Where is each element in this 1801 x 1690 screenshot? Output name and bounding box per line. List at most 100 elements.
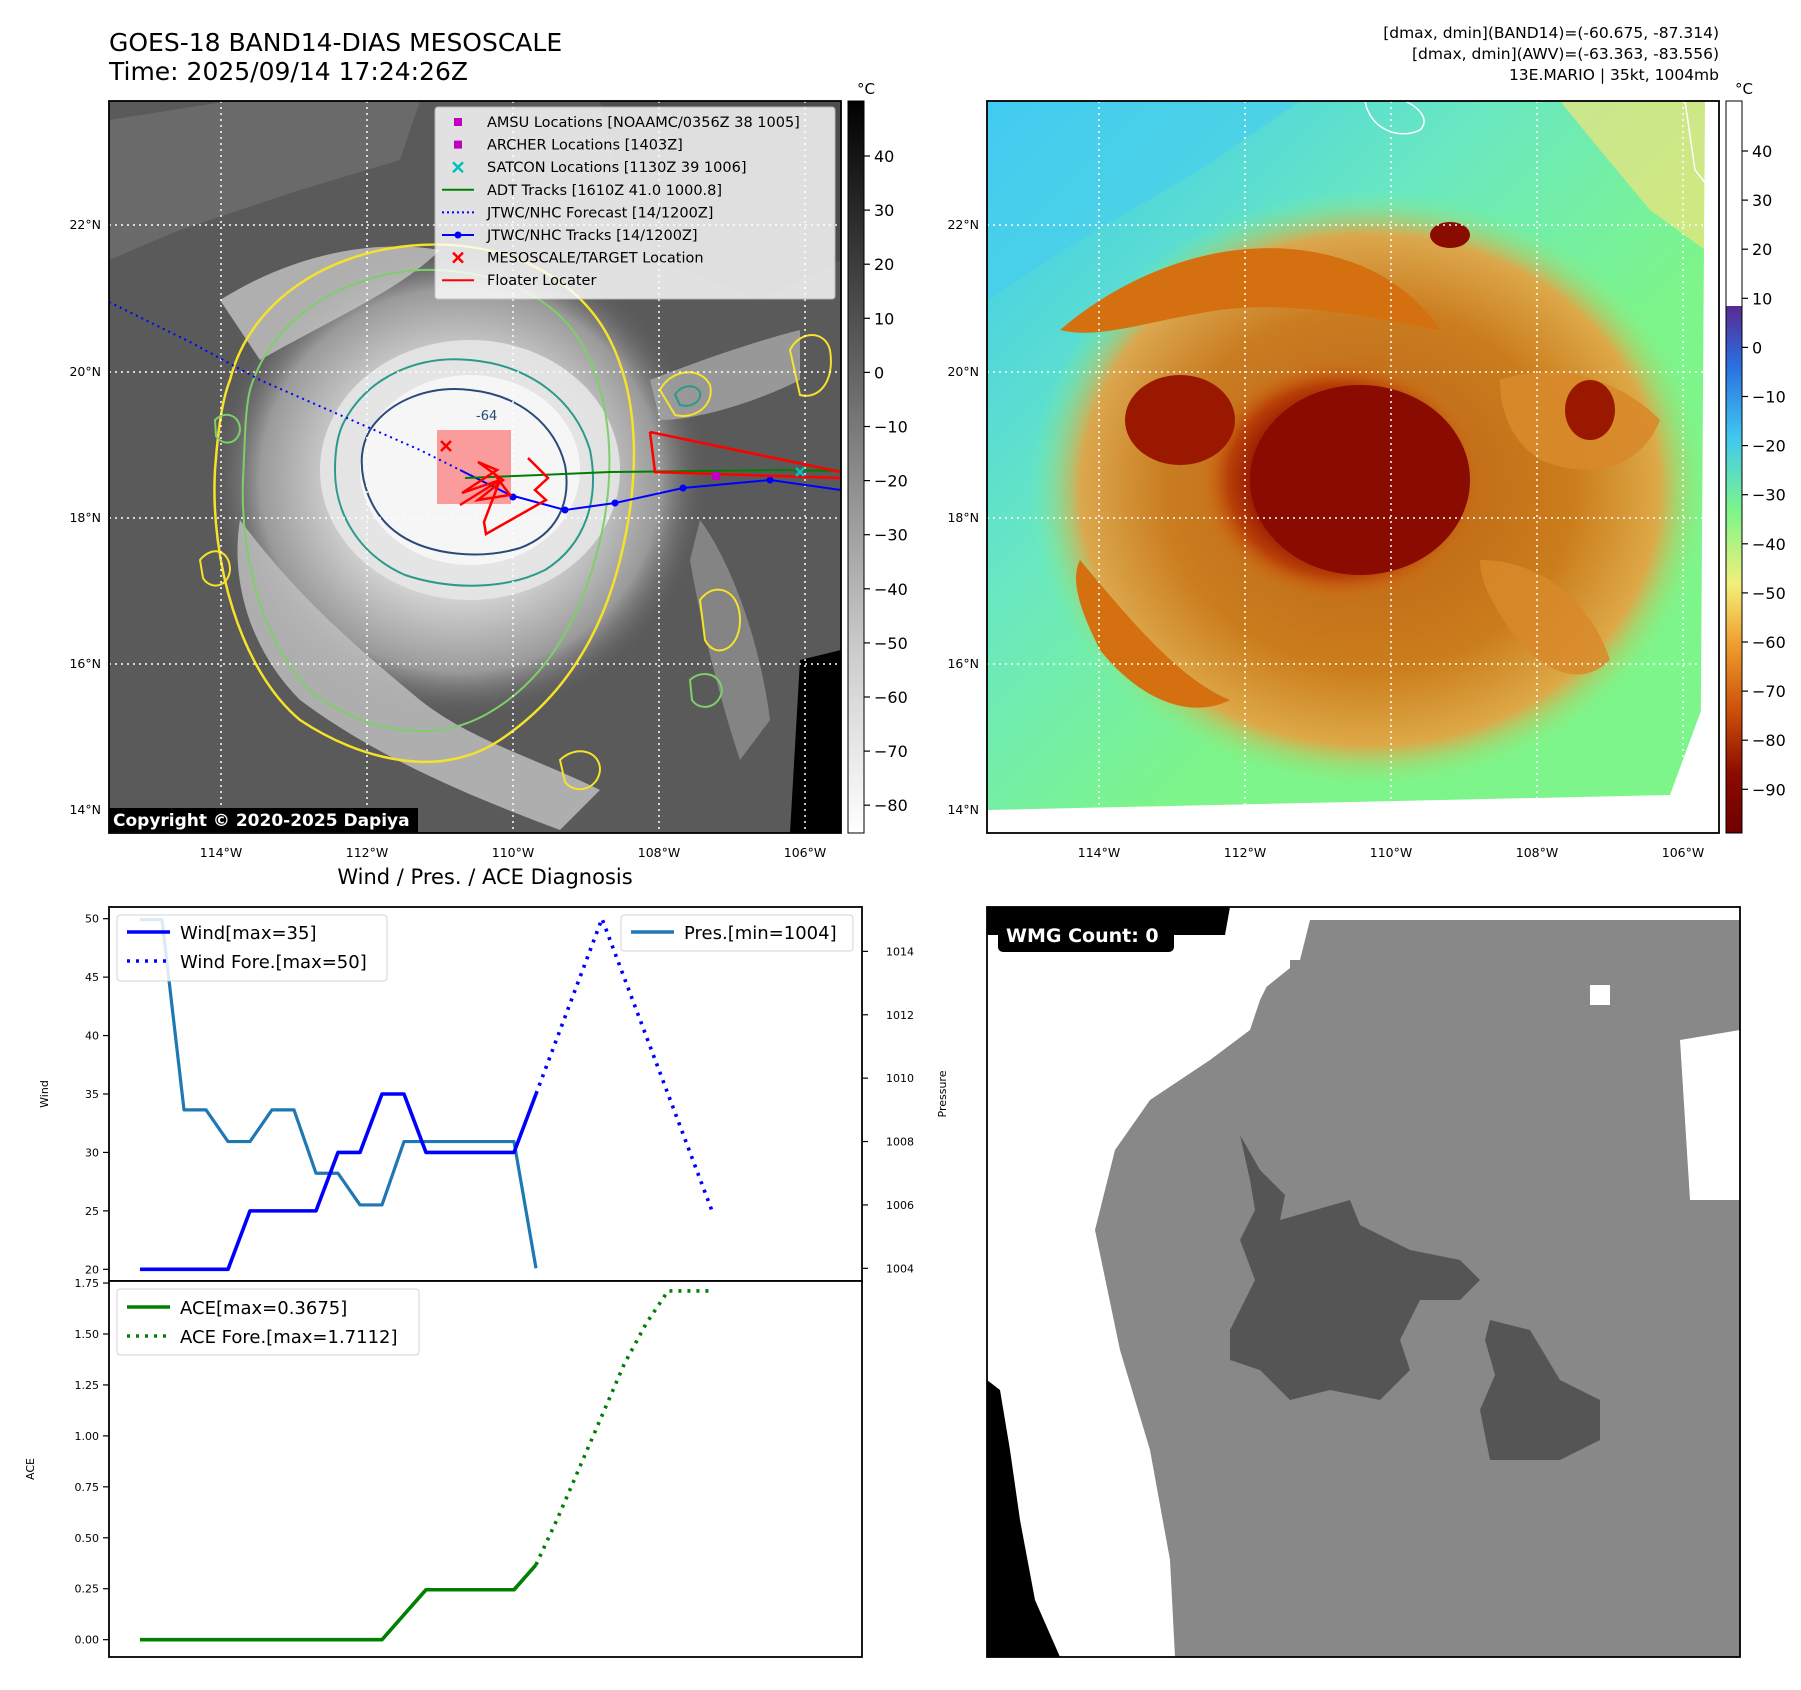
map-legend-item: ADT Tracks [1610Z 41.0 1000.8] [442,183,722,199]
ir-lon-labels: 114°W 112°W 110°W 108°W 106°W [200,845,826,860]
ace-legend: ACE[max=0.3675] ACE Fore.[max=1.7112] [116,1288,420,1356]
series-line [534,1289,712,1566]
map-legend-label: JTWC/NHC Tracks [14/1200Z] [486,228,698,244]
map-legend-label: AMSU Locations [NOAAMC/0356Z 38 1005] [487,115,800,131]
series-line [140,1092,538,1272]
colorbar-tick-label: 30 [874,201,894,220]
series-line [534,916,714,1212]
map-legend-label: MESOSCALE/TARGET Location [487,251,704,267]
ir-lon-110: 110°W [492,845,534,860]
y-tick-label: 0.00 [75,1634,100,1647]
map-legend-item: JTWC/NHC Forecast [14/1200Z] [442,205,713,221]
legend-marker-x [452,251,464,264]
y-tick-label: 1008 [886,1136,914,1149]
map-legend-item: MESOSCALE/TARGET Location [452,251,704,267]
wv-lat-20: 20°N [947,364,979,379]
map-legend-label: ADT Tracks [1610Z 41.0 1000.8] [487,183,722,199]
map-legend-label: SATCON Locations [1130Z 39 1006] [487,160,746,176]
colorbar-tick-label: 0 [1752,338,1762,357]
info-storm: 13E.MARIO | 35kt, 1004mb [1509,66,1719,84]
y-tick-label: 1014 [886,945,914,958]
ir-lat-16: 16°N [69,656,101,671]
ir-lon-112: 112°W [346,845,388,860]
y-tick-label: 1010 [886,1072,914,1085]
legend-wind-fore: Wind Fore.[max=50] [180,952,367,973]
colorbar-tick-label: −40 [874,580,908,599]
map-legend-item: JTWC/NHC Tracks [14/1200Z] [442,228,698,244]
colorbar-tick-label: 10 [1752,289,1772,308]
ir-lon-114: 114°W [200,845,242,860]
colorbar-tick-label: −20 [1752,437,1786,456]
y-tick-label: 40 [85,1030,99,1043]
colorbar-tick-label: 20 [874,255,894,274]
colorbar-tick-label: −90 [1752,780,1786,799]
pressure-legend: Pres.[min=1004] [620,914,854,952]
wv-lat-labels: 22°N 20°N 18°N 16°N 14°N [947,217,979,817]
wv-lat-14: 14°N [947,802,979,817]
colorbar-tick-label: −30 [1752,486,1786,505]
wv-lat-18: 18°N [947,510,979,525]
y-tick-label: 0.25 [75,1583,100,1596]
wmg-panel: WMG Count: 0 [986,906,1741,1658]
ir-colorbar: °C 40 30 20 10 0 −10 −20 −30 −40 −50 −60 −70 −80 [847,80,908,834]
wind-legend: Wind[max=35] Wind Fore.[max=50] [116,914,388,982]
y-tick-label: 20 [85,1263,99,1276]
y-tick-label: 35 [85,1088,99,1101]
wv-frame [986,100,1720,834]
wmg-count-label: WMG Count: 0 [1006,925,1159,947]
map-legend-item: SATCON Locations [1130Z 39 1006] [452,160,746,176]
copyright-text: Copyright © 2020-2025 Dapiya [113,811,410,831]
wv-lon-112: 112°W [1224,845,1266,860]
legend-marker-square [454,140,462,149]
figure-title: GOES-18 BAND14-DIAS MESOSCALE [109,28,562,57]
wv-lon-114: 114°W [1078,845,1120,860]
legend-marker-dot [454,231,462,239]
figure-time: Time: 2025/09/14 17:24:26Z [108,57,468,86]
y-tick-label: 1006 [886,1199,914,1212]
ace-chart: 0.00 0.25 0.50 0.75 1.00 1.25 1.50 1.75 ACE ACE… [24,1277,863,1658]
ir-lat-18: 18°N [69,510,101,525]
wv-map-panel [986,100,1720,834]
colorbar-tick-label: −40 [1752,535,1786,554]
colorbar-tick-label: −30 [874,526,908,545]
ir-colorbar-unit: °C [857,80,875,98]
wv-colorbar: °C 40 30 20 10 0 −10 −20 −30 −40 −50 −60 −70 −80 −90 [1725,80,1786,834]
colorbar-tick-label: −80 [874,796,908,815]
map-legend-item: ARCHER Locations [1403Z] [454,138,683,154]
map-legend-label: JTWC/NHC Forecast [14/1200Z] [486,205,713,221]
colorbar-tick-label: −50 [1752,584,1786,603]
info-band14: [dmax, dmin](BAND14)=(-60.675, -87.314) [1383,24,1719,42]
diagnosis-title: Wind / Pres. / ACE Diagnosis [337,865,632,889]
map-legend-label: ARCHER Locations [1403Z] [487,138,683,154]
colorbar-tick-label: 40 [1752,142,1772,161]
colorbar-tick-label: 10 [874,309,894,328]
y-tick-label: 0.50 [75,1532,100,1545]
legend-ace: ACE[max=0.3675] [180,1298,347,1319]
legend-ace-fore: ACE Fore.[max=1.7112] [180,1327,398,1348]
colorbar-tick-label: −50 [874,634,908,653]
y-tick-label: 1004 [886,1262,914,1275]
legend-wind: Wind[max=35] [180,923,317,944]
ir-lat-labels: 22°N 20°N 18°N 16°N 14°N [69,217,101,817]
colorbar-tick-label: −10 [874,418,908,437]
wmg-frame [986,906,1741,1658]
map-legend-item: AMSU Locations [NOAAMC/0356Z 38 1005] [454,115,800,131]
map-legend-item: Floater Locater [442,273,596,289]
colorbar-tick-label: 30 [1752,191,1772,210]
series-line [140,1563,538,1642]
y-tick-label: 1.50 [75,1328,100,1341]
legend-marker-x [452,161,464,174]
wv-lon-108: 108°W [1516,845,1558,860]
colorbar-tick-label: −80 [1752,731,1786,750]
map-legend-label: Floater Locater [487,273,596,289]
y-tick-label: 1.25 [75,1379,100,1392]
ace-ylabel: ACE [24,1458,37,1480]
y-tick-label: 1.75 [75,1277,100,1290]
y-tick-label: 0.75 [75,1481,100,1494]
wv-imagery [987,101,1719,833]
contour-label: -64 [476,409,497,424]
series-line [140,918,538,1269]
map-legend: AMSU Locations [NOAAMC/0356Z 38 1005] ARC… [434,106,836,300]
